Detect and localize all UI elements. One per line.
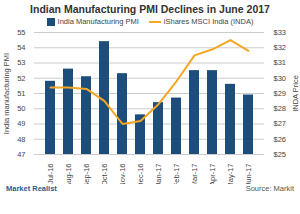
svg-text:$28: $28 [274, 104, 287, 113]
svg-text:Sep-16: Sep-16 [82, 164, 91, 185]
svg-text:$33: $33 [274, 28, 287, 37]
svg-text:52: 52 [17, 74, 25, 83]
svg-text:India manufacturing PMI: India manufacturing PMI [2, 53, 11, 134]
svg-text:Mar-17: Mar-17 [190, 164, 199, 185]
svg-text:Oct-16: Oct-16 [100, 164, 109, 185]
svg-text:$30: $30 [274, 74, 287, 83]
svg-text:$26: $26 [274, 135, 287, 144]
svg-text:47: 47 [17, 150, 25, 159]
svg-text:49: 49 [17, 119, 25, 128]
svg-text:50: 50 [17, 104, 25, 113]
svg-text:$25: $25 [274, 150, 287, 159]
html-text:Indian Manufacturing PMI Decli: Indian Manufacturing PMI Declines in Jun… [30, 3, 270, 15]
svg-text:Apr-17: Apr-17 [208, 164, 217, 185]
html-text:Source: Markit: Source: Markit [245, 184, 294, 193]
svg-text:55: 55 [17, 28, 25, 37]
svg-text:Jan-17: Jan-17 [154, 164, 163, 185]
svg-text:54: 54 [17, 43, 25, 52]
html-text:Market Realist: Market Realist [6, 184, 57, 193]
svg-text:May-17: May-17 [226, 164, 235, 185]
svg-text:Aug-16: Aug-16 [64, 164, 73, 185]
svg-text:51: 51 [17, 89, 25, 98]
svg-text:Dec-16: Dec-16 [136, 164, 145, 185]
svg-text:$31: $31 [274, 58, 287, 67]
html-text:iShares MSCI India (INDA): iShares MSCI India (INDA) [163, 17, 254, 26]
svg-text:$32: $32 [274, 43, 287, 52]
svg-text:$27: $27 [274, 119, 287, 128]
html-text:India Manufacturing PMI: India Manufacturing PMI [57, 17, 139, 26]
svg-text:Feb-17: Feb-17 [172, 164, 181, 185]
svg-text:Nov-16: Nov-16 [118, 164, 127, 185]
svg-text:INDA Price: INDA Price [291, 75, 300, 112]
svg-text:$29: $29 [274, 89, 287, 98]
svg-text:Jun-17: Jun-17 [244, 164, 253, 185]
svg-text:48: 48 [17, 135, 25, 144]
svg-text:53: 53 [17, 58, 25, 67]
svg-text:Jul-16: Jul-16 [46, 164, 55, 184]
